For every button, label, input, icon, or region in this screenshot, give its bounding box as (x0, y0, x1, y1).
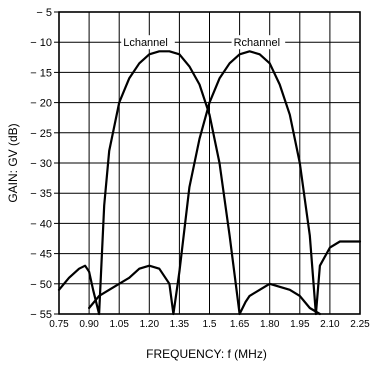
lchannel-label: Lchannel (123, 37, 168, 49)
x-tick-label: 1.65 (230, 319, 250, 330)
x-tick-label: 2.25 (350, 319, 370, 330)
x-tick-label: 1.5 (203, 319, 217, 330)
series-labels: Lchannel Rchannel (121, 35, 286, 50)
x-tick-label: 2.10 (320, 319, 340, 330)
grid-lines (58, 11, 361, 315)
series-label-background (121, 35, 175, 50)
x-tick-label: 1.20 (140, 319, 160, 330)
x-tick-label: 1.05 (109, 319, 129, 330)
y-tick-label: − 45 (30, 249, 52, 261)
series-label-background (231, 35, 286, 50)
y-tick-label: − 20 (30, 98, 52, 110)
y-tick-label: − 10 (30, 37, 52, 49)
lchannel-line (57, 50, 321, 316)
x-tick-label: 1.95 (290, 319, 310, 330)
y-tick-label: − 25 (30, 128, 52, 140)
series-lines (57, 50, 362, 316)
y-tick-label: − 40 (30, 218, 52, 230)
x-tick-label: 0.90 (79, 319, 99, 330)
rchannel-line (88, 50, 362, 316)
rchannel-label: Rchannel (234, 37, 280, 49)
x-tick-label: 1.35 (170, 319, 190, 330)
y-tick-label: − 50 (30, 279, 52, 291)
y-tick-label: − 5 (36, 7, 52, 19)
y-tick-label: − 35 (30, 188, 52, 200)
x-tick-label: 1.80 (260, 319, 280, 330)
y-tick-label: − 55 (30, 309, 52, 321)
x-axis-ticks: 0.75 0.90 1.05 1.20 1.35 1.5 1.65 1.80 1.95 2.10 2… (49, 319, 370, 330)
x-axis-title: FREQUENCY: f (MHz) (146, 347, 267, 361)
y-tick-label: − 15 (30, 67, 52, 79)
x-tick-label: 0.75 (49, 319, 69, 330)
y-axis-ticks: − 5 − 10 − 15 − 20 − 25 − 30 − 35 − 40 − 45 − 50 −… (30, 7, 59, 321)
y-axis-title: GAIN: GV (dB) (6, 123, 20, 202)
y-tick-label: − 30 (30, 158, 52, 170)
